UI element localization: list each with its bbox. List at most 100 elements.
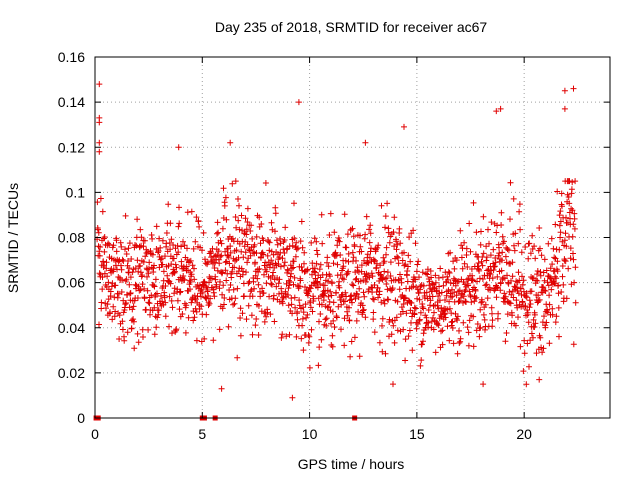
data-point — [198, 303, 205, 310]
data-point — [201, 335, 208, 342]
data-point — [304, 311, 311, 318]
data-point — [254, 275, 261, 282]
data-point — [129, 306, 136, 313]
data-point — [311, 268, 318, 275]
data-point — [517, 285, 524, 292]
data-point — [337, 297, 344, 303]
data-point — [527, 301, 534, 307]
y-tick-label: 0.16 — [58, 49, 85, 65]
data-point — [435, 274, 442, 281]
data-point — [454, 313, 461, 320]
data-point — [296, 302, 303, 309]
data-point — [505, 247, 512, 254]
data-point — [153, 223, 160, 230]
data-point — [279, 255, 286, 262]
data-point — [150, 282, 157, 289]
data-point — [220, 282, 227, 289]
data-point — [472, 287, 479, 294]
data-point — [112, 262, 119, 269]
data-point — [528, 274, 535, 280]
data-point — [484, 295, 491, 302]
data-point — [167, 280, 174, 287]
data-point — [531, 311, 538, 318]
data-point — [333, 314, 340, 321]
data-point — [215, 229, 222, 236]
data-point — [559, 263, 566, 269]
data-point — [193, 337, 200, 344]
data-point — [547, 265, 554, 272]
data-point — [318, 301, 325, 308]
data-point — [232, 295, 239, 302]
data-point — [198, 286, 205, 293]
data-point — [103, 259, 110, 266]
data-point — [306, 364, 313, 371]
data-point — [206, 300, 213, 307]
data-point — [477, 324, 484, 331]
data-point — [257, 240, 264, 247]
data-point — [184, 209, 191, 216]
data-point — [300, 347, 307, 354]
data-point — [297, 238, 304, 245]
data-point — [349, 225, 356, 232]
data-point — [367, 222, 374, 229]
data-point — [396, 225, 403, 232]
data-point — [137, 262, 144, 269]
data-point — [480, 213, 487, 220]
data-point — [525, 319, 532, 326]
data-point — [521, 350, 528, 357]
data-point — [502, 253, 509, 260]
data-point — [308, 326, 315, 333]
data-point — [367, 230, 374, 237]
data-point — [404, 278, 411, 285]
data-point — [312, 269, 319, 276]
data-point — [390, 229, 397, 236]
data-point — [540, 284, 547, 291]
data-point — [417, 362, 424, 369]
data-point — [309, 308, 316, 315]
data-point — [222, 259, 229, 266]
data-point — [542, 288, 549, 294]
data-point — [155, 307, 162, 314]
data-point — [385, 296, 392, 303]
data-point — [227, 282, 234, 288]
data-point — [260, 251, 267, 258]
data-point — [100, 258, 107, 265]
data-point — [217, 253, 224, 260]
data-point — [179, 311, 186, 317]
data-point — [551, 280, 558, 287]
data-point — [568, 205, 575, 212]
data-point — [176, 204, 182, 211]
data-point — [538, 252, 545, 259]
data-point — [404, 268, 411, 274]
data-point — [293, 333, 300, 340]
data-point — [393, 246, 400, 253]
data-point — [460, 319, 467, 326]
data-point — [303, 267, 310, 274]
data-point — [383, 244, 390, 251]
data-point — [535, 292, 542, 299]
data-point — [389, 285, 396, 292]
data-point — [222, 267, 229, 274]
data-point — [281, 237, 288, 243]
data-point — [168, 236, 175, 243]
data-point — [99, 274, 106, 281]
data-point — [121, 337, 128, 344]
data-point — [340, 276, 347, 283]
data-point — [465, 282, 472, 289]
plot-frame — [94, 56, 611, 419]
data-point — [497, 287, 504, 294]
data-point — [509, 312, 516, 319]
data-point-extreme — [362, 139, 369, 146]
data-point — [530, 316, 537, 323]
data-point — [181, 276, 188, 283]
data-point — [292, 253, 299, 260]
data-point — [356, 353, 363, 360]
data-point-extreme — [96, 81, 103, 88]
data-point — [105, 240, 112, 247]
data-point — [248, 286, 255, 293]
data-point — [531, 243, 538, 250]
data-point — [515, 269, 522, 276]
data-point — [423, 314, 430, 321]
data-point — [384, 200, 391, 207]
